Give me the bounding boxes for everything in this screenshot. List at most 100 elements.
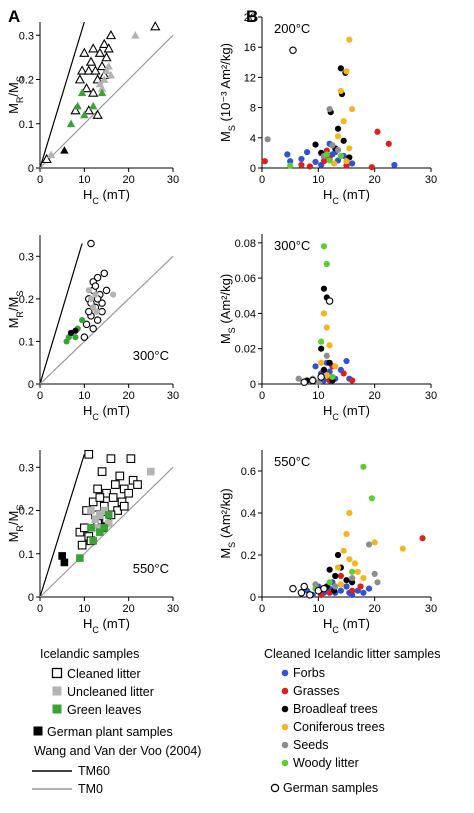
data-point xyxy=(334,551,342,559)
data-point xyxy=(318,338,325,345)
x-axis-title: HC (mT) xyxy=(323,616,370,635)
data-point xyxy=(82,320,91,329)
data-point xyxy=(133,480,142,489)
data-point xyxy=(303,149,311,156)
data-point xyxy=(332,363,339,370)
y-axis-title: MS (Am²/kg) xyxy=(218,488,237,558)
data-point xyxy=(343,162,350,169)
data-point xyxy=(96,60,108,71)
y-axis-title: MR/MS xyxy=(6,505,25,543)
legend-left-title: Icelandic samples xyxy=(40,647,139,661)
reference-line-tm0 xyxy=(39,255,174,385)
series-woody-litter xyxy=(287,151,344,169)
data-point xyxy=(93,484,102,494)
data-point xyxy=(320,310,328,317)
data-point xyxy=(72,334,79,341)
series-woody-litter xyxy=(318,243,336,381)
data-point xyxy=(106,454,116,463)
data-point xyxy=(287,162,294,169)
series-coniferous-trees xyxy=(318,310,339,379)
series-cleaned-litter xyxy=(41,21,161,164)
series-grasses xyxy=(261,128,392,171)
data-point xyxy=(349,587,356,594)
data-point xyxy=(295,375,302,382)
data-point xyxy=(306,591,314,599)
data-point xyxy=(70,105,81,115)
data-point xyxy=(337,572,344,580)
legend-coniferous-marker xyxy=(281,723,289,731)
x-tick-label: 30 xyxy=(425,390,437,402)
data-point xyxy=(320,243,328,250)
x-tick-label: 10 xyxy=(312,603,324,615)
series-green-leaves xyxy=(66,88,107,128)
legend-seeds-marker xyxy=(281,741,289,749)
legend-coniferous-label: Coniferous trees xyxy=(293,720,385,734)
series-german-samples xyxy=(300,297,334,386)
x-tick-label: 20 xyxy=(369,390,381,402)
legend-left: Icelandic samples Cleaned litter Unclean… xyxy=(32,647,201,796)
data-point xyxy=(124,488,134,498)
data-point xyxy=(264,136,271,143)
data-point xyxy=(41,153,52,164)
data-point xyxy=(110,291,117,298)
y-axis-title: MS (10⁻³ Am²/kg) xyxy=(218,43,237,142)
data-point xyxy=(326,342,333,349)
data-point xyxy=(97,467,107,476)
data-point xyxy=(115,471,125,481)
data-point xyxy=(94,47,105,57)
data-point xyxy=(337,581,344,588)
y-tick-label: 0.3 xyxy=(19,251,34,263)
data-point xyxy=(80,333,89,341)
data-point xyxy=(88,43,99,53)
legend-uncleaned-litter-marker xyxy=(52,686,62,696)
panel-letter-a: A xyxy=(8,7,20,26)
data-point xyxy=(332,583,339,590)
legend-uncleaned-litter-label: Uncleaned litter xyxy=(67,685,154,699)
series-german-samples xyxy=(289,582,328,599)
data-point xyxy=(60,558,69,567)
data-point xyxy=(85,307,93,316)
legend-tm60-label: TM60 xyxy=(78,764,110,778)
data-point xyxy=(96,511,104,519)
data-point xyxy=(346,556,353,563)
series-german-plant xyxy=(67,327,79,337)
data-point xyxy=(368,164,375,171)
legend-green-leaves-label: Green leaves xyxy=(67,703,141,717)
reference-line-tm60 xyxy=(39,454,85,598)
series-woody-litter xyxy=(312,463,375,592)
chart-b2: 0 10 20 30 0 0.02 0.04 0.06 0.08 HC (mT) MS (Am²/k… xyxy=(218,234,437,422)
data-point xyxy=(326,157,333,164)
data-point xyxy=(337,65,344,72)
y-axis-title: MS (Am²/kg) xyxy=(218,274,237,344)
y-tick-label: 0 xyxy=(28,379,34,391)
legend-right-title: Cleaned Icelandic litter samples xyxy=(264,647,440,661)
data-point xyxy=(100,506,109,515)
data-point xyxy=(89,101,98,110)
legend-broadleaf-marker xyxy=(281,705,289,713)
data-point xyxy=(102,286,111,295)
data-point xyxy=(97,88,107,97)
data-point xyxy=(77,88,87,97)
reference-line-tm0 xyxy=(39,34,174,169)
data-point xyxy=(391,161,398,169)
data-point xyxy=(326,566,333,573)
y-tick-label: 0.2 xyxy=(19,506,34,518)
data-point xyxy=(147,467,155,476)
legend-cleaned-litter-label: Cleaned litter xyxy=(67,667,141,681)
data-point xyxy=(343,158,350,165)
series-uncleaned-litter xyxy=(85,287,117,315)
y-tick-label: 0 xyxy=(250,592,256,604)
data-point xyxy=(312,158,319,166)
data-point xyxy=(91,515,100,523)
legend-broadleaf-label: Broadleaf trees xyxy=(293,702,378,716)
x-tick-label: 30 xyxy=(167,603,179,615)
data-point xyxy=(103,43,114,53)
data-point xyxy=(84,449,94,459)
x-tick-label: 0 xyxy=(259,603,265,615)
y-tick-label: 0.4 xyxy=(241,508,256,520)
data-point xyxy=(346,145,353,152)
data-point xyxy=(76,65,88,75)
x-tick-label: 20 xyxy=(123,603,135,615)
chart-a2: 0 10 20 30 0 0.1 0.2 0.3 HC (mT) MR/MS 300°C xyxy=(6,235,179,422)
data-point xyxy=(315,379,322,386)
